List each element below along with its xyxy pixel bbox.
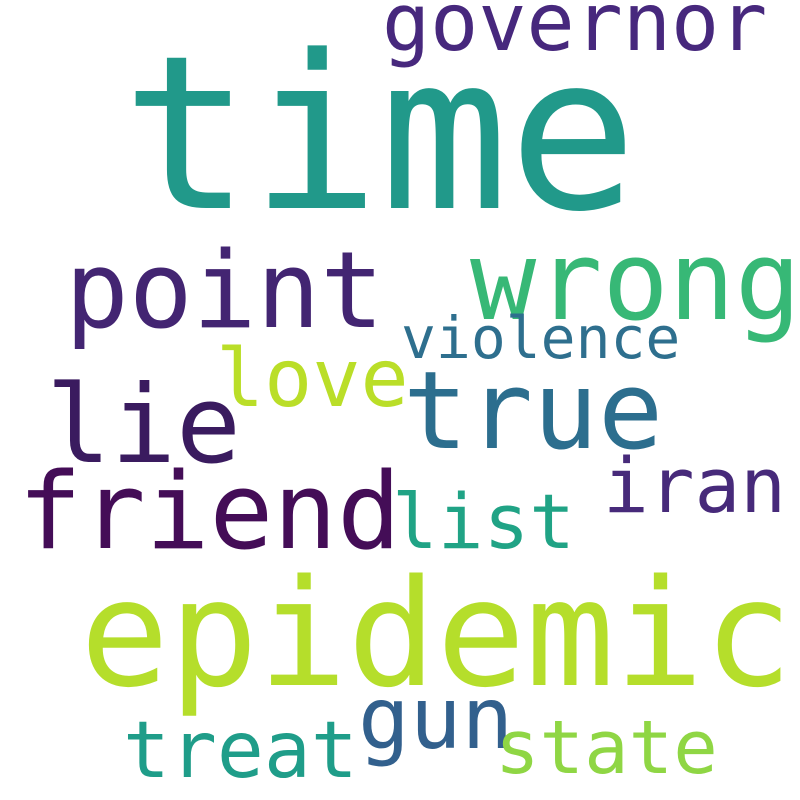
word-wrong: wrong [470,217,800,345]
word-lie: lie [46,363,242,488]
word-epidemic: epidemic [80,548,793,720]
word-love: love [216,332,409,425]
word-violence: violence [401,304,681,372]
word-true: true [403,349,664,474]
word-gun: gun [358,669,514,769]
word-governor: governor [382,0,768,69]
word-list: list [392,477,576,566]
word-state: state [495,705,718,791]
word-point: point [65,229,385,352]
word-friend: friend [18,450,401,573]
word-iran: iran [603,441,787,530]
word-treat: treat [123,706,358,796]
word-time: time [122,10,638,259]
